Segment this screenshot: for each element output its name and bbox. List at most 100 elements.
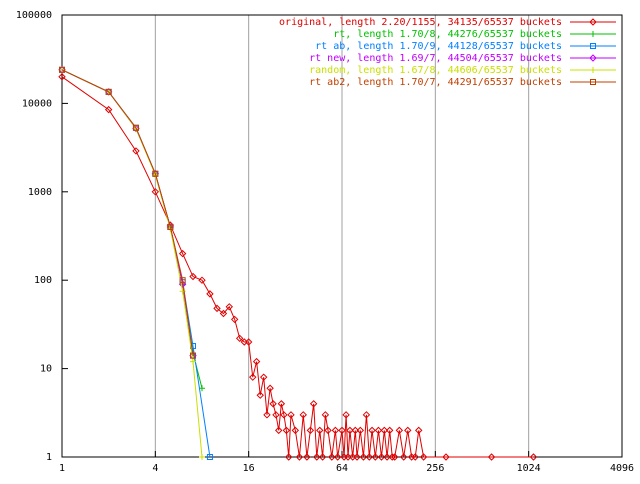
legend-label: rt, length 1.70/8, 44276/65537 buckets (333, 29, 562, 40)
y-tick-label: 1 (46, 452, 52, 463)
point (415, 426, 423, 435)
legend-marker (590, 43, 596, 49)
point (333, 453, 342, 461)
x-tick-label: 1024 (517, 463, 541, 474)
legend-label: original, length 2.20/1155, 34135/65537 … (279, 17, 562, 28)
point (104, 105, 113, 114)
y-tick-label: 10000 (22, 98, 52, 109)
x-tick-label: 4096 (610, 463, 634, 474)
y-tick-label: 10 (40, 364, 52, 375)
point (189, 272, 197, 281)
point (291, 426, 300, 435)
point (190, 358, 197, 365)
y-tick-label: 100 (34, 275, 52, 286)
series-line (61, 69, 194, 356)
legend-label: rt ab, length 1.70/9, 44128/65537 bucket… (315, 41, 562, 52)
point (306, 426, 315, 435)
point (309, 400, 318, 408)
point (328, 453, 336, 461)
point (105, 88, 112, 95)
x-tick-label: 16 (243, 463, 255, 474)
point (263, 411, 271, 419)
point (282, 426, 291, 435)
point (419, 453, 428, 461)
legend-marker (590, 67, 596, 73)
series-line (61, 76, 534, 458)
point (321, 411, 330, 419)
point (356, 426, 365, 435)
point (213, 304, 221, 313)
point (365, 453, 374, 461)
legend-marker (590, 31, 596, 37)
x-tick-label: 64 (336, 463, 348, 474)
point (244, 338, 253, 346)
point (235, 334, 244, 343)
point (190, 352, 197, 359)
legend-label: rt ab2, length 1.70/7, 44291/65537 bucke… (309, 77, 562, 88)
point (303, 453, 311, 461)
point (199, 454, 205, 460)
point (59, 66, 65, 73)
point (199, 385, 205, 392)
point (359, 453, 368, 461)
point (299, 411, 307, 419)
point (167, 223, 174, 230)
point (338, 426, 346, 435)
point (324, 426, 332, 435)
point (152, 170, 159, 177)
point (275, 426, 283, 435)
point (277, 400, 286, 408)
point (269, 400, 277, 408)
point (386, 426, 394, 435)
point (284, 453, 293, 461)
legend-marker (589, 18, 597, 26)
point (351, 426, 360, 435)
point (252, 357, 261, 366)
point (295, 453, 304, 461)
point (529, 453, 538, 461)
point (362, 411, 371, 419)
x-tick-label: 1 (59, 463, 65, 474)
point (256, 391, 264, 399)
legend-marker (589, 54, 597, 62)
point (132, 124, 139, 131)
point (487, 453, 496, 461)
point (368, 426, 376, 435)
point (198, 276, 206, 284)
point (58, 73, 66, 81)
legend-marker (590, 79, 596, 85)
point (178, 249, 187, 258)
point (404, 426, 412, 435)
x-tick-label: 4 (152, 463, 158, 474)
point (151, 188, 160, 196)
point (280, 411, 288, 419)
point (219, 309, 228, 318)
y-tick-label: 100000 (16, 10, 52, 21)
point (374, 426, 383, 435)
point (206, 290, 214, 298)
legend-label: rt new, length 1.69/7, 44504/65537 bucke… (309, 53, 562, 64)
point (442, 453, 450, 461)
point (313, 453, 321, 461)
point (249, 373, 257, 381)
point (346, 426, 354, 435)
point (380, 426, 389, 435)
point (371, 453, 380, 461)
point (390, 453, 399, 461)
point (132, 147, 140, 155)
point (377, 453, 386, 461)
point (353, 453, 361, 461)
point (411, 453, 419, 461)
point (395, 426, 404, 435)
point (266, 384, 274, 392)
x-tick-label: 256 (426, 463, 444, 474)
point (272, 411, 280, 419)
point (383, 453, 391, 461)
point (179, 277, 186, 284)
point (225, 303, 234, 311)
point (316, 426, 324, 435)
legend-label: random, length 1.67/8, 44606/65537 bucke… (309, 65, 562, 76)
